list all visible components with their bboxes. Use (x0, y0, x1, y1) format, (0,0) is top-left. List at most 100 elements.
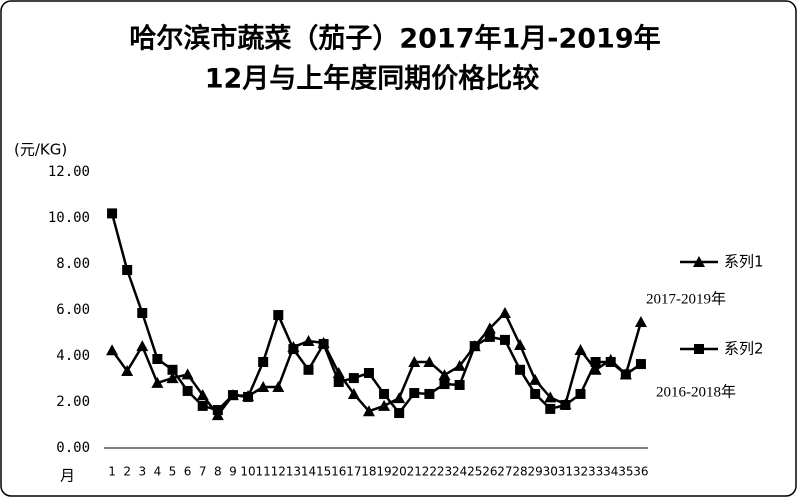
marker (167, 364, 178, 375)
x-tick-label: 6 (184, 465, 192, 479)
marker (454, 379, 465, 390)
x-tick-label: 9 (229, 465, 237, 479)
legend-label: 系列2 (724, 340, 764, 358)
marker (424, 388, 435, 399)
marker (529, 373, 542, 385)
marker (122, 264, 133, 275)
marker (362, 405, 375, 417)
y-tick-label: 4.00 (56, 348, 90, 364)
marker (181, 368, 194, 380)
marker (453, 359, 466, 371)
marker (347, 387, 360, 399)
x-tick-label: 30 (543, 465, 558, 479)
x-tick-label: 10 (240, 465, 255, 479)
marker (166, 372, 179, 384)
marker (574, 344, 587, 356)
y-axis-label: (元/KG) (14, 141, 67, 159)
marker (469, 341, 480, 352)
chart-title: 哈尔滨市蔬菜（茄子）2017年1月-2019年 (129, 23, 660, 55)
marker (196, 389, 209, 401)
x-tick-label: 15 (316, 465, 331, 479)
marker (333, 376, 344, 387)
x-tick-label: 32 (573, 465, 588, 479)
marker (439, 379, 450, 390)
marker (121, 364, 134, 376)
marker (498, 306, 511, 318)
marker (378, 399, 391, 411)
marker (693, 256, 705, 267)
x-tick-label: 1 (108, 465, 116, 479)
x-tick-label: 8 (214, 465, 222, 479)
x-tick-label: 22 (422, 465, 437, 479)
marker (393, 392, 406, 404)
marker (694, 344, 704, 354)
marker (438, 369, 451, 381)
y-tick-label: 0.00 (56, 440, 90, 456)
x-tick-label: 19 (376, 465, 391, 479)
marker (318, 339, 329, 350)
x-tick-label: 5 (169, 465, 177, 479)
marker (288, 344, 299, 355)
marker (545, 403, 556, 414)
marker (136, 340, 149, 352)
x-tick-label: 2 (123, 465, 131, 479)
marker (635, 359, 646, 370)
x-tick-label: 3 (138, 465, 146, 479)
y-tick-label: 10.00 (48, 210, 90, 226)
marker (243, 391, 254, 402)
y-tick-label: 8.00 (56, 256, 90, 272)
x-axis-label: 月 (60, 467, 75, 485)
y-tick-label: 2.00 (56, 394, 90, 410)
x-tick-label: 24 (452, 465, 467, 479)
legend-label: 系列1 (724, 253, 764, 271)
x-tick-label: 28 (512, 465, 527, 479)
marker (544, 391, 557, 403)
marker (107, 208, 118, 219)
marker (272, 381, 285, 393)
marker (379, 388, 390, 399)
x-tick-label: 21 (407, 465, 422, 479)
marker (212, 405, 223, 416)
x-tick-label: 34 (603, 465, 618, 479)
marker (499, 334, 510, 345)
marker (227, 390, 238, 401)
x-tick-label: 14 (301, 465, 316, 479)
x-tick-label: 31 (558, 465, 573, 479)
marker (137, 307, 148, 318)
marker (152, 353, 163, 364)
x-tick-label: 27 (497, 465, 512, 479)
marker (514, 338, 527, 350)
x-tick-label: 36 (633, 465, 648, 479)
marker (197, 400, 208, 411)
x-tick-label: 18 (361, 465, 376, 479)
marker (620, 369, 631, 380)
marker (408, 355, 421, 367)
annotation: 2017-2019年 (646, 290, 726, 307)
marker (273, 310, 284, 321)
x-tick-label: 26 (482, 465, 497, 479)
x-tick-label: 13 (286, 465, 301, 479)
marker (589, 363, 602, 375)
marker (484, 331, 495, 342)
annotation: 2016-2018年 (656, 383, 736, 400)
marker (560, 399, 571, 410)
x-tick-label: 7 (199, 465, 207, 479)
x-tick-label: 4 (154, 465, 162, 479)
y-tick-label: 6.00 (56, 302, 90, 318)
marker (394, 408, 405, 419)
x-tick-label: 20 (392, 465, 407, 479)
x-tick-label: 11 (256, 465, 271, 479)
marker (409, 388, 420, 399)
marker (530, 388, 541, 399)
marker (151, 376, 164, 388)
marker (182, 385, 193, 396)
marker (258, 356, 269, 367)
x-tick-label: 23 (437, 465, 452, 479)
x-tick-label: 33 (588, 465, 603, 479)
marker (634, 315, 647, 327)
x-tick-label: 12 (271, 465, 286, 479)
marker (302, 335, 315, 347)
x-tick-label: 35 (618, 465, 633, 479)
chart-title: 12月与上年度同期价格比较 (205, 63, 540, 95)
